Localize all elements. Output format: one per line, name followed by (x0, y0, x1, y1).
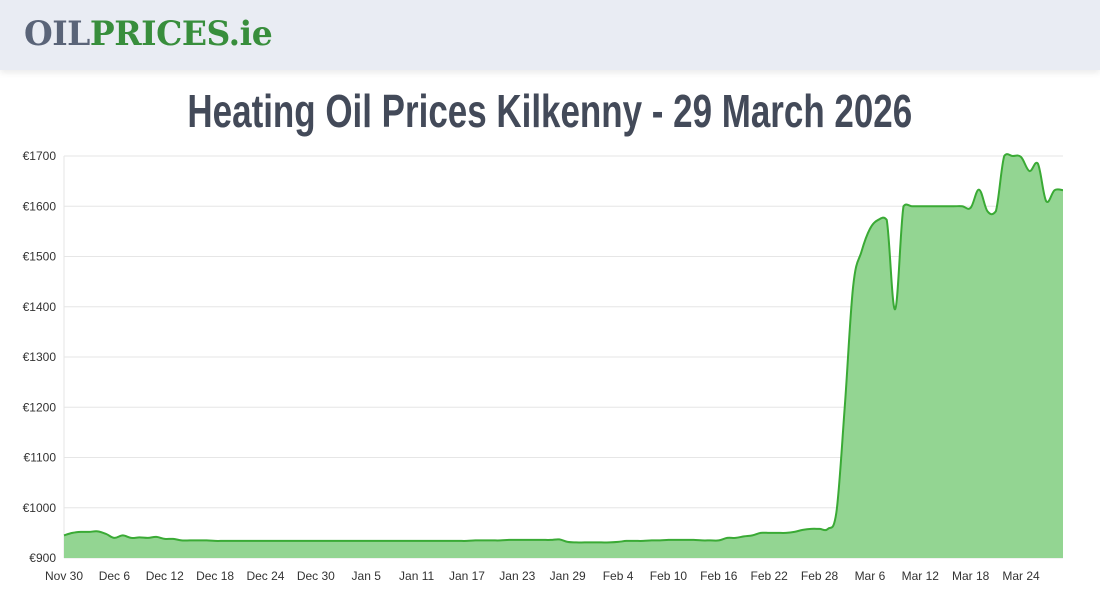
y-tick-label: €1400 (23, 300, 57, 314)
x-tick-label: Dec 12 (146, 569, 184, 583)
x-tick-label: Feb 4 (603, 569, 634, 583)
y-tick-label: €1500 (23, 250, 57, 264)
x-tick-label: Jan 5 (352, 569, 382, 583)
x-tick-label: Jan 11 (399, 569, 434, 583)
y-tick-label: €1100 (24, 451, 57, 465)
x-tick-label: Feb 10 (650, 569, 688, 583)
x-axis: Nov 30 Dec 6 Dec 12 Dec 18 Dec 24 Dec 30 Jan 5… (45, 569, 1040, 583)
x-tick-label: Dec 18 (196, 569, 234, 583)
x-tick-label: Mar 18 (952, 569, 990, 583)
x-tick-label: Jan 17 (449, 569, 485, 583)
page-title-text: Heating Oil Prices Kilkenny - 29 March 2… (187, 85, 913, 137)
x-tick-label: Mar 12 (902, 569, 940, 583)
price-area (64, 154, 1063, 558)
x-tick-label: Nov 30 (45, 569, 83, 583)
y-tick-label: €900 (29, 551, 56, 565)
y-tick-label: €1200 (23, 400, 57, 414)
x-tick-label: Mar 24 (1002, 569, 1040, 583)
x-tick-label: Feb 16 (700, 569, 738, 583)
x-tick-label: Feb 28 (801, 569, 839, 583)
y-axis: €900 €1000 €1100 €1200 €1300 €1400 €1500 €1600 €… (23, 149, 57, 565)
x-tick-label: Feb 22 (750, 569, 788, 583)
x-tick-label: Dec 6 (99, 569, 131, 583)
x-tick-label: Jan 23 (499, 569, 535, 583)
y-tick-label: €1300 (23, 350, 57, 364)
y-tick-label: €1600 (23, 199, 57, 213)
logo-oil-text: OIL (24, 14, 90, 54)
y-tick-label: €1700 (23, 149, 57, 163)
price-line (63, 153, 1064, 544)
logo-prices-text: PRICES.ie (89, 14, 273, 54)
site-header: OILPRICES.ie (0, 0, 1100, 70)
x-tick-label: Dec 24 (246, 569, 284, 583)
site-logo[interactable]: OILPRICES.ie (24, 14, 273, 54)
x-tick-label: Dec 30 (297, 569, 335, 583)
y-tick-label: €1000 (23, 501, 57, 515)
x-tick-label: Jan 29 (550, 569, 586, 583)
x-tick-label: Mar 6 (855, 569, 886, 583)
page-title: Heating Oil Prices Kilkenny - 29 March 2… (0, 84, 1100, 138)
